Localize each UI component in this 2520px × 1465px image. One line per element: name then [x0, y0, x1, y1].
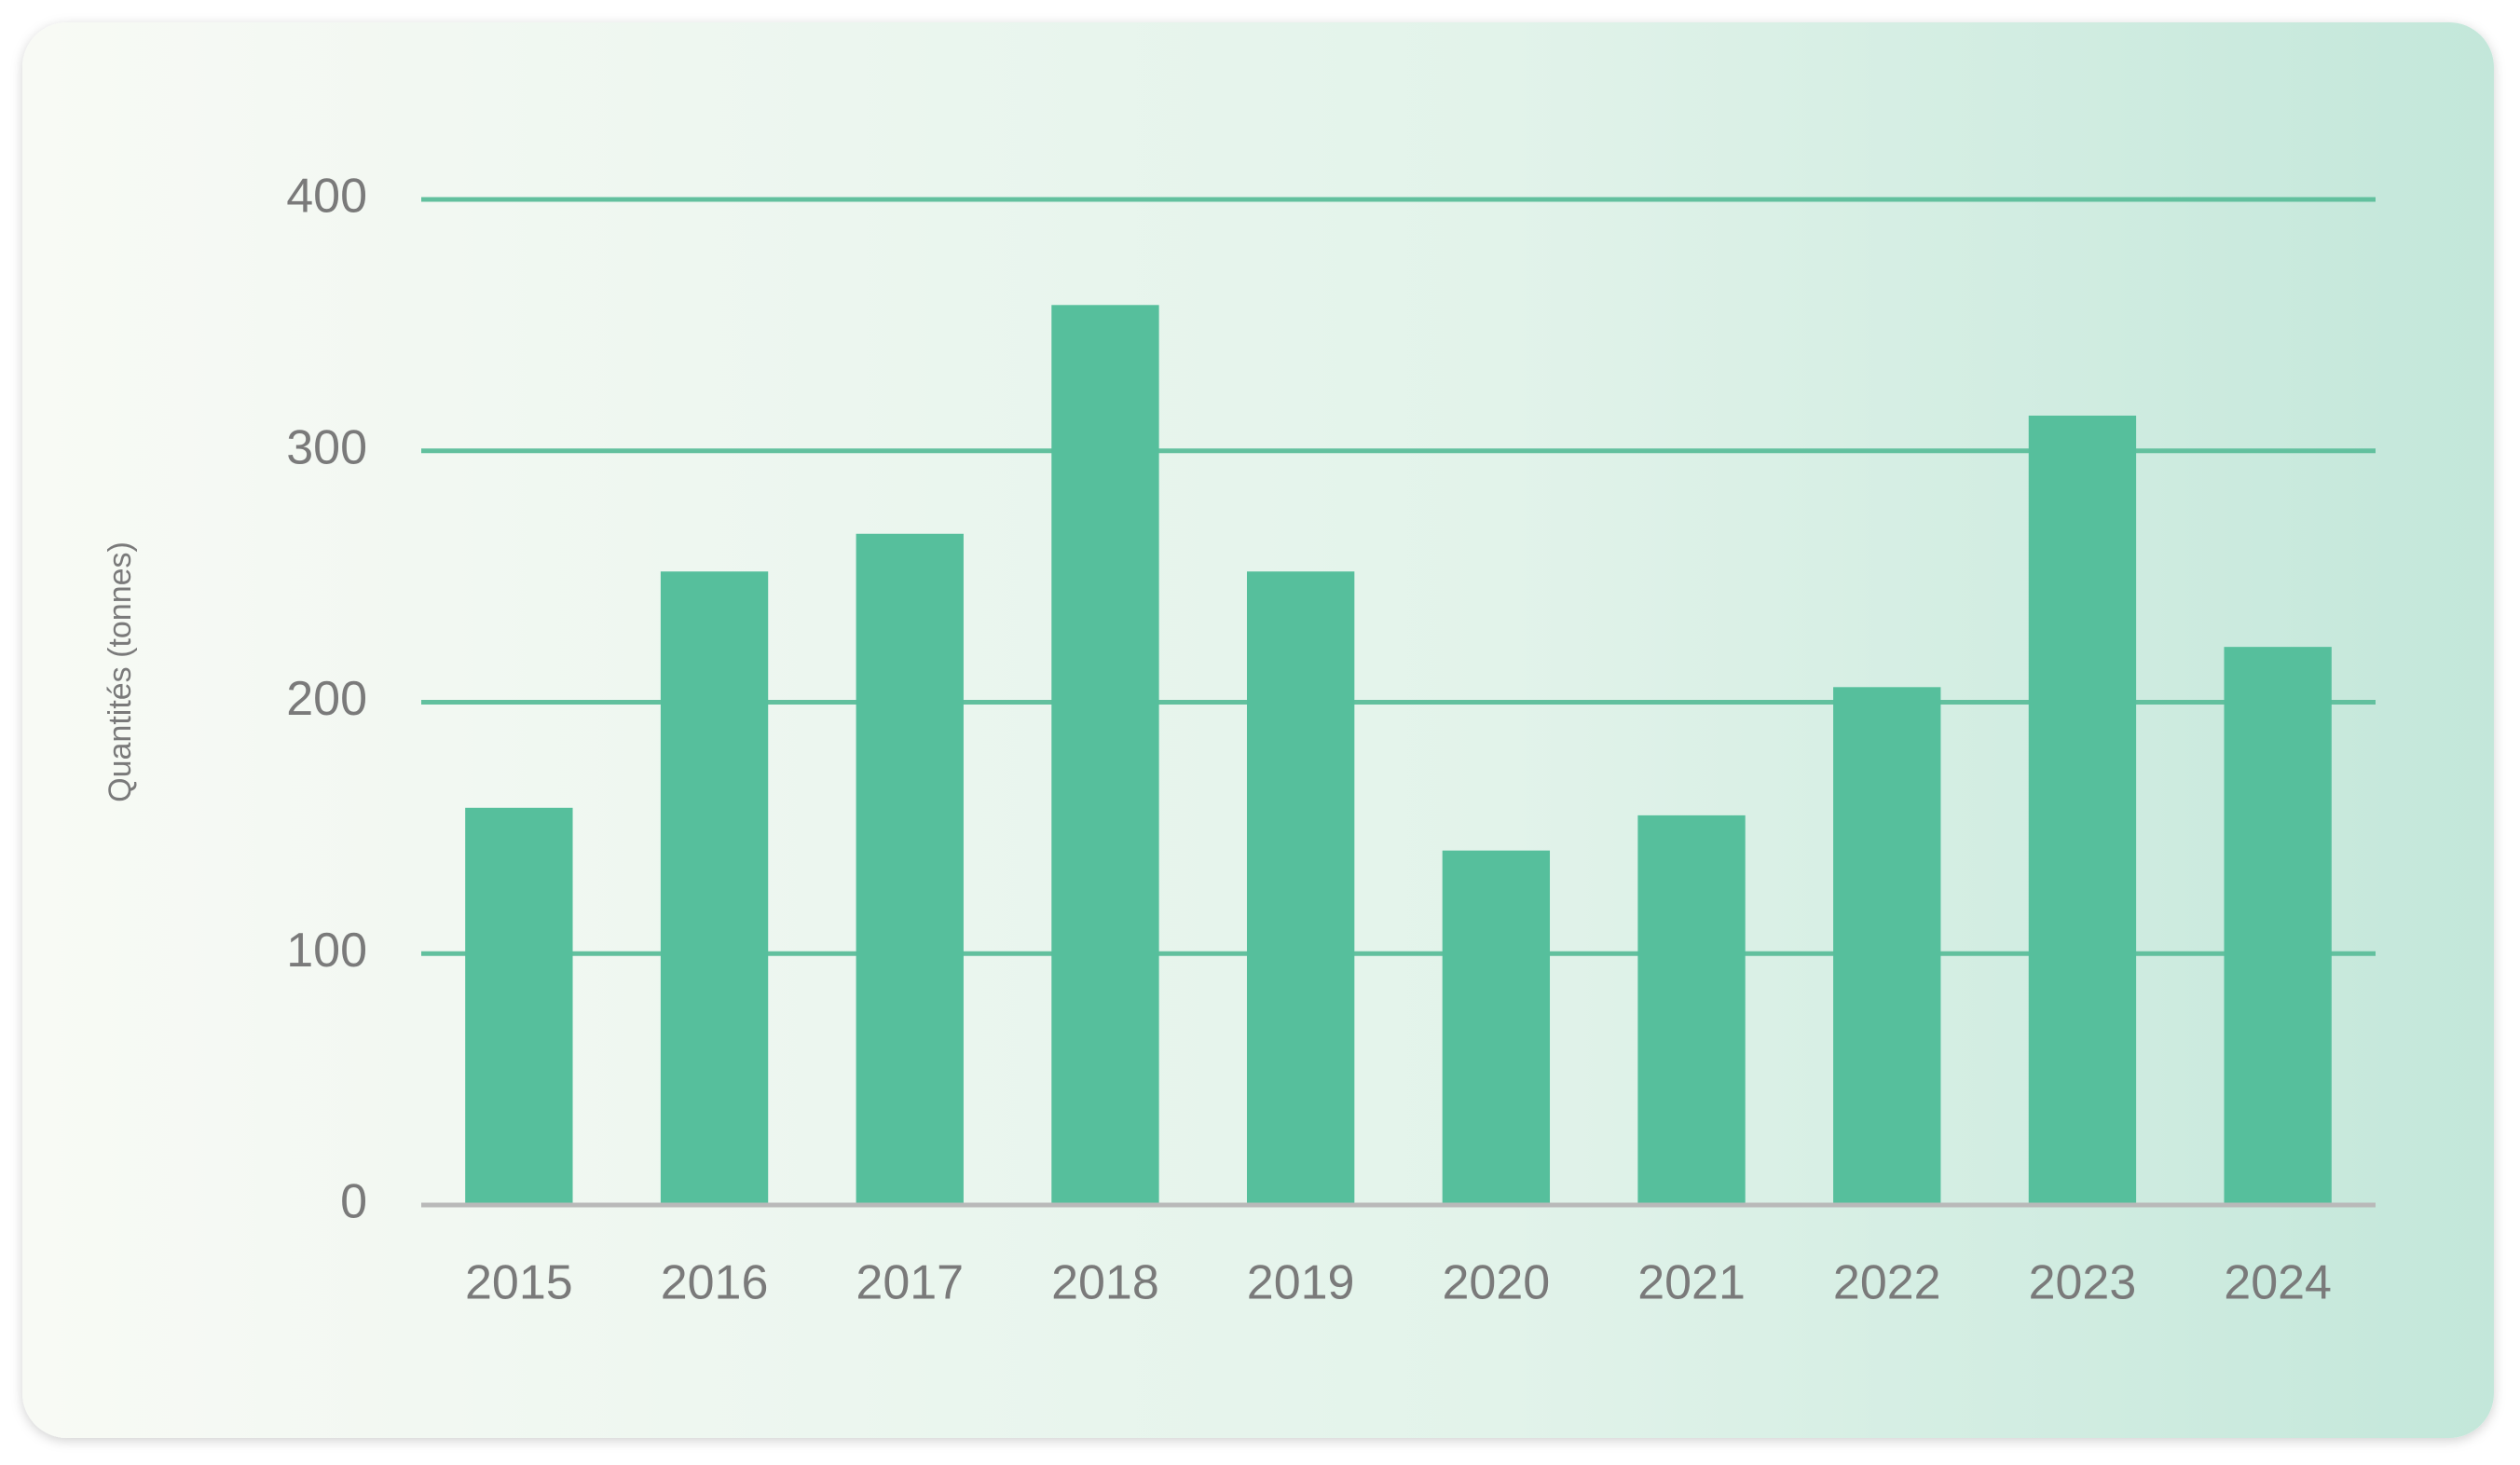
x-tick-label: 2020 [1443, 1256, 1551, 1310]
x-tick-label: 2019 [1247, 1256, 1355, 1310]
x-tick-label: 2022 [1833, 1256, 1941, 1310]
bar [1442, 850, 1551, 1205]
y-tick-label: 300 [286, 420, 367, 474]
bar [1246, 571, 1355, 1205]
x-tick-label: 2023 [2029, 1256, 2137, 1310]
bar [2028, 415, 2137, 1205]
y-tick-label: 100 [286, 924, 367, 978]
bar [1833, 687, 1941, 1205]
x-tick-label: 2018 [1051, 1256, 1159, 1310]
bar [660, 571, 769, 1205]
y-tick-label: 0 [340, 1175, 367, 1229]
x-tick-label: 2021 [1637, 1256, 1746, 1310]
y-axis-title: Quantités (tonnes) [103, 541, 138, 802]
bar [2224, 647, 2332, 1205]
bar [1051, 305, 1159, 1205]
x-tick-label: 2016 [661, 1256, 769, 1310]
x-tick-label: 2015 [465, 1256, 573, 1310]
x-tick-label: 2024 [2224, 1256, 2332, 1310]
bar [856, 533, 964, 1205]
bar [465, 807, 573, 1205]
x-tick-label: 2017 [856, 1256, 964, 1310]
y-tick-label: 200 [286, 672, 367, 726]
y-tick-label: 400 [286, 170, 367, 224]
bar [1637, 815, 1746, 1205]
